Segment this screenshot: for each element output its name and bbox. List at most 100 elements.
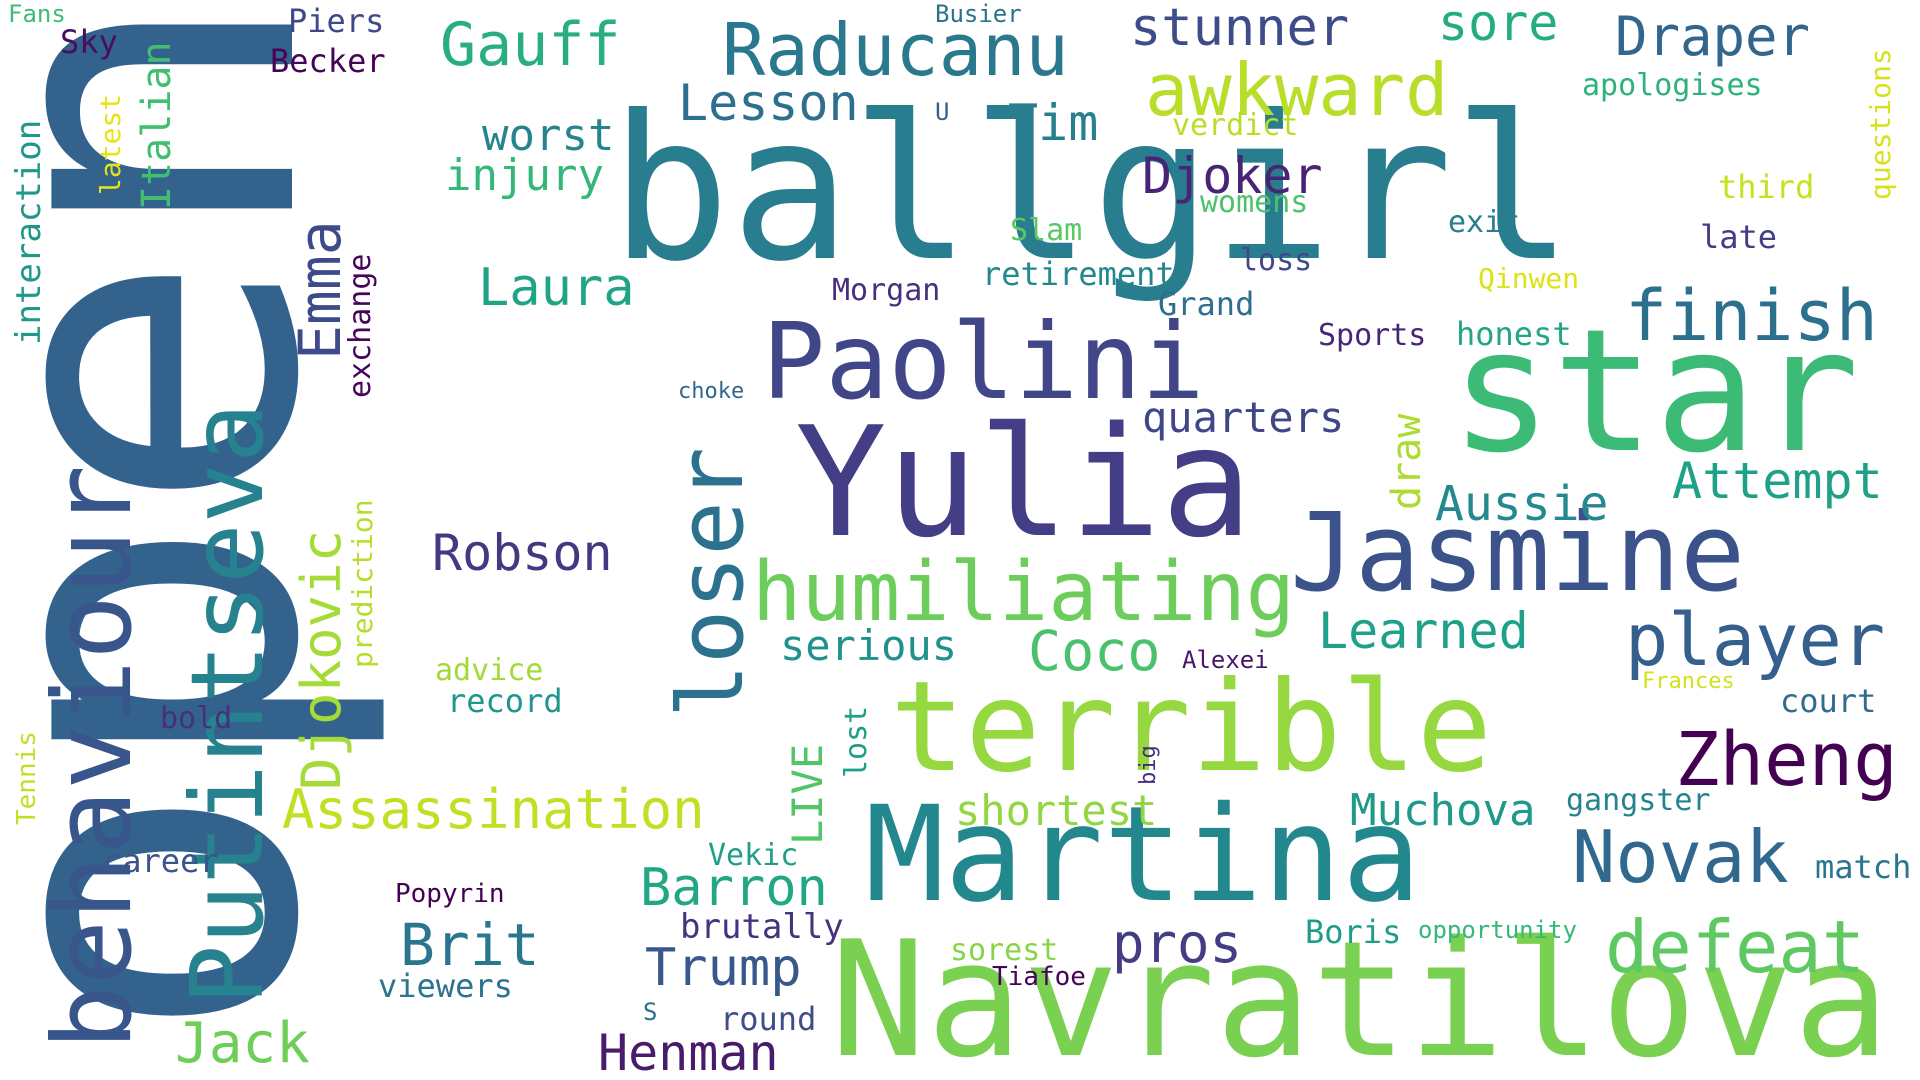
cloud-word-gauff: Gauff (440, 10, 621, 80)
cloud-word-serious: serious (780, 621, 957, 670)
cloud-word-frances: Frances (1642, 669, 1735, 694)
cloud-word-morgan: Morgan (832, 273, 940, 308)
cloud-word-star: star (1450, 293, 1859, 491)
cloud-word-big: big (1136, 745, 1161, 785)
cloud-word-verdict: verdict (1172, 108, 1298, 143)
cloud-word-brit: Brit (400, 911, 540, 979)
cloud-word-open: open (0, 0, 396, 1045)
cloud-word-henman: Henman (598, 1024, 779, 1080)
cloud-word-defeat: defeat (1605, 905, 1865, 989)
cloud-word-trump: Trump (645, 938, 802, 998)
cloud-word-u: U (935, 98, 949, 126)
cloud-word-record: record (447, 682, 563, 720)
cloud-word-barron: Barron (640, 858, 828, 918)
cloud-word-player: player (1625, 598, 1885, 682)
cloud-word-lost: lost (839, 706, 874, 778)
cloud-word-draw: draw (1384, 413, 1430, 510)
cloud-word-italian: Italian (134, 41, 180, 210)
cloud-word-sports: Sports (1318, 318, 1426, 353)
cloud-word-stunner: stunner (1130, 0, 1349, 58)
cloud-word-behaviour: behaviour (31, 465, 156, 1050)
cloud-word-career: career (103, 842, 219, 880)
cloud-word-emma: Emma (286, 220, 354, 360)
cloud-word-choke: choke (678, 379, 744, 404)
cloud-word-attempt: Attempt (1672, 452, 1883, 510)
cloud-word-live: LIVE (783, 744, 832, 845)
cloud-word-fans: Fans (8, 0, 66, 28)
cloud-word-jack: Jack (175, 1011, 310, 1076)
cloud-word-loss: loss (1240, 243, 1312, 278)
cloud-word-slam: Slam (1010, 213, 1082, 248)
cloud-word-s: S (643, 998, 657, 1026)
cloud-word-bold: bold (160, 701, 232, 736)
cloud-word-late: late (1700, 218, 1777, 256)
cloud-word-zheng: Zheng (1675, 717, 1898, 803)
cloud-word-jasmine: Jasmine (1290, 491, 1745, 616)
cloud-word-busier: Busier (935, 0, 1022, 28)
cloud-word-novak: Novak (1572, 815, 1789, 899)
cloud-word-finish: finish (1625, 275, 1878, 357)
cloud-word-djoker: Djoker (1142, 147, 1323, 205)
cloud-word-viewers: viewers (378, 967, 513, 1005)
cloud-word-piers: Piers (288, 2, 384, 40)
cloud-word-exchange: exchange (343, 254, 378, 399)
cloud-word-popyrin: Popyrin (395, 879, 505, 909)
cloud-word-sorest: sorest (950, 933, 1058, 968)
cloud-word-exit: exit (1448, 205, 1520, 240)
cloud-word-paolini: Paolini (762, 301, 1205, 423)
cloud-word-interaction: interaction (9, 120, 49, 345)
cloud-word-muchova: Muchova (1350, 785, 1535, 836)
cloud-word-opportunity: opportunity (1418, 916, 1577, 944)
cloud-word-becker: Becker (270, 42, 386, 80)
cloud-word-advice: advice (435, 653, 543, 688)
cloud-word-court: court (1780, 682, 1876, 720)
cloud-word-alexei: Alexei (1182, 646, 1269, 674)
cloud-word-awkward: awkward (1145, 48, 1448, 132)
cloud-word-raducanu: Raducanu (722, 8, 1069, 92)
cloud-word-boris: Boris (1305, 913, 1401, 951)
cloud-word-aussie: Aussie (1435, 476, 1608, 532)
cloud-word-martina: Martina (865, 778, 1421, 932)
cloud-word-sore: sore (1438, 0, 1558, 52)
cloud-word-questions: questions (1864, 48, 1897, 200)
cloud-word-shortest: shortest (955, 786, 1157, 835)
cloud-word-assassination: Assassination (282, 778, 705, 841)
cloud-word-third: third (1718, 168, 1814, 206)
cloud-word-prediction: prediction (346, 499, 379, 668)
cloud-word-qinwen: Qinwen (1478, 262, 1579, 295)
cloud-word-round: round (720, 1000, 816, 1038)
cloud-word-humiliating: humiliating (752, 545, 1295, 640)
cloud-word-grand: Grand (1158, 285, 1254, 323)
cloud-word-lesson: Lesson (678, 74, 859, 132)
cloud-word-tim: Tim (1008, 94, 1098, 152)
cloud-word-quarters: quarters (1142, 393, 1344, 442)
cloud-word-injury: injury (445, 150, 604, 201)
cloud-word-yulia: Yulia (795, 394, 1253, 571)
cloud-word-match: match (1815, 848, 1911, 886)
cloud-word-pros: pros (1112, 912, 1242, 975)
cloud-word-vekic: Vekic (708, 838, 798, 873)
cloud-word-tennis: Tennis (12, 731, 42, 825)
cloud-word-learned: Learned (1318, 602, 1529, 660)
cloud-word-navratilova: Navratilova (830, 906, 1890, 1080)
cloud-word-laura: Laura (478, 258, 635, 318)
cloud-word-ballgirl: ballgirl (610, 73, 1573, 306)
cloud-word-womens: womens (1200, 185, 1308, 220)
cloud-word-brutally: brutally (680, 907, 844, 947)
cloud-word-gangster: gangster (1566, 783, 1711, 818)
cloud-word-djokovic: Djokovic (290, 530, 353, 790)
cloud-word-draper: Draper (1615, 5, 1810, 68)
cloud-word-putintseva: Putintseva (169, 403, 286, 1005)
cloud-word-retirement: retirement (982, 255, 1175, 293)
cloud-word-robson: Robson (432, 524, 613, 582)
cloud-word-loser: loser (659, 447, 764, 718)
cloud-word-worst: worst (482, 110, 614, 161)
cloud-word-apologises: apologises (1582, 68, 1763, 103)
cloud-word-coco: Coco (1028, 619, 1160, 683)
cloud-word-tiafoe: Tiafoe (992, 962, 1086, 992)
cloud-word-honest: honest (1456, 315, 1572, 353)
cloud-word-sky: Sky (60, 23, 118, 61)
cloud-word-latest: latest (94, 94, 127, 195)
cloud-word-terrible: terrible (890, 655, 1492, 800)
